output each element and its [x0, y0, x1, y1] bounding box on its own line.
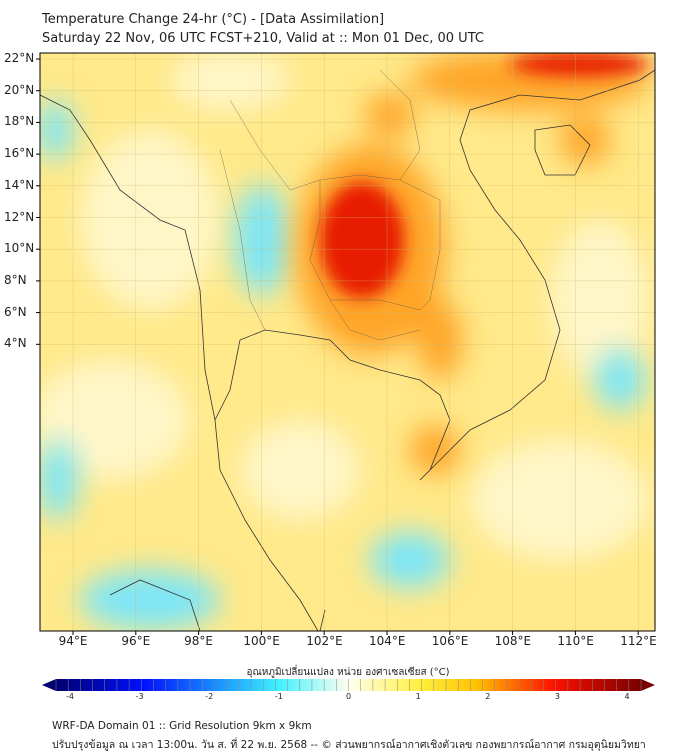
borders: [219, 69, 441, 341]
colorbar: [42, 679, 655, 691]
strong-warming-regions: [320, 53, 650, 298]
lon-label: 98°E: [184, 634, 214, 648]
cooling-regions: [40, 100, 645, 630]
gridlines: [40, 53, 655, 631]
lon-label: 96°E: [121, 634, 151, 648]
lat-label: 22°N: [4, 51, 35, 65]
footer-model-info: WRF-DA Domain 01 :: Grid Resolution 9km …: [52, 720, 312, 732]
colorbar-min-extension: [42, 679, 56, 691]
colorbar-tick: -2: [205, 692, 214, 701]
colorbar-max-extension: [641, 679, 655, 691]
lat-label: 16°N: [4, 146, 35, 161]
lon-label: 106°E: [431, 634, 469, 648]
colorbar-tick: 4: [624, 692, 630, 701]
colorbar-tick: -3: [135, 692, 144, 701]
lat-label: 8°N: [4, 272, 27, 287]
lat-label: 18°N: [4, 114, 35, 129]
map-subtitle: Saturday 22 Nov, 06 UTC FCST+210, Valid …: [42, 31, 484, 46]
lon-label: 102°E: [306, 634, 343, 648]
lat-label: 14°N: [4, 177, 35, 192]
lon-label: 104°E: [369, 634, 406, 648]
colorbar-label: อุณหภูมิเปลี่ยนแปลง หน่วย องศาเซลเซียส (…: [246, 667, 450, 678]
map-title: Temperature Change 24-hr (°C) - [Data As…: [42, 12, 385, 27]
lon-label: 110°E: [557, 634, 594, 648]
coastlines: [40, 69, 655, 631]
map-frame: [39, 52, 656, 632]
lat-label: 20°N: [4, 82, 35, 97]
lat-label: 12°N: [4, 209, 35, 224]
lon-label: 108°E: [494, 634, 532, 648]
lon-label: 112°E: [620, 634, 657, 648]
colorbar-tick: 1: [415, 692, 421, 701]
lat-label: 10°N: [4, 241, 35, 256]
heatmap-field: [40, 53, 655, 631]
footer-credit: ปรับปรุงข้อมูล ณ เวลา 13:00น. วัน ส. ที่…: [52, 739, 646, 751]
colorbar-tick: 2: [485, 692, 491, 701]
colorbar-tick: -4: [66, 692, 74, 701]
colorbar-tick: 3: [554, 692, 560, 701]
neutral-regions: [40, 53, 650, 560]
lon-label: 94°E: [58, 634, 88, 648]
lat-label: 4°N: [4, 336, 27, 351]
lat-label: 6°N: [4, 304, 27, 319]
colorbar-tick: -1: [274, 692, 283, 701]
lon-label: 100°E: [243, 634, 280, 648]
colorbar-tick: 0: [345, 692, 352, 701]
